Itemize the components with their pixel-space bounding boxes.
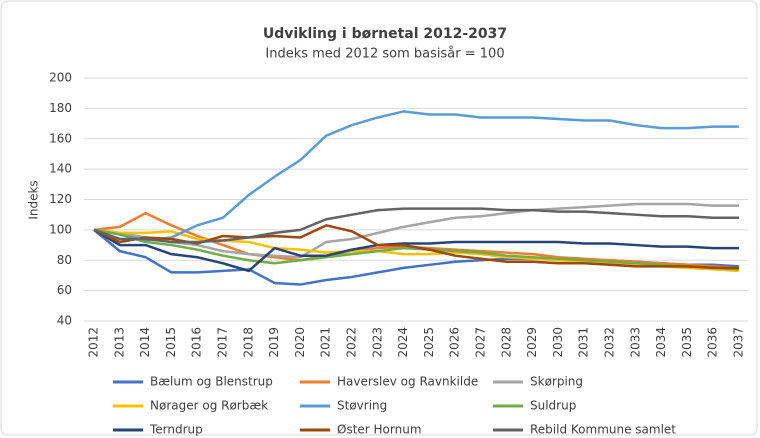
x-tick-label: 2021	[319, 327, 333, 358]
y-axis-label: Indeks	[27, 180, 41, 219]
legend-label: Haverslev og Ravnkilde	[337, 375, 478, 389]
x-tick-label: 2023	[370, 327, 384, 358]
series-line	[93, 110, 739, 242]
x-tick-label: 2014	[138, 327, 152, 358]
y-tick-label: 120	[49, 192, 72, 206]
x-tick-label: 2032	[603, 327, 617, 358]
x-tick-label: 2019	[267, 327, 281, 358]
series-line	[93, 228, 740, 271]
x-tick-label: 2033	[628, 327, 642, 358]
x-tick-label: 2024	[396, 327, 410, 358]
x-tick-label: 2022	[345, 327, 359, 358]
x-tick-label: 2028	[499, 327, 513, 358]
legend-label: Terndrup	[149, 423, 203, 437]
x-tick-label: 2037	[732, 327, 746, 358]
legend-label: Bælum og Blenstrup	[150, 375, 273, 389]
series-line	[93, 228, 740, 273]
legend-label: Støvring	[337, 399, 387, 413]
x-tick-label: 2026	[448, 327, 462, 358]
x-tick-label: 2025	[422, 327, 436, 358]
legend-label: Skørping	[530, 375, 583, 389]
x-tick-label: 2031	[577, 327, 591, 358]
y-tick-label: 160	[49, 131, 72, 145]
x-tick-label: 2034	[654, 327, 668, 358]
legend-label: Nørager og Rørbæk	[150, 399, 268, 413]
y-tick-label: 100	[49, 222, 72, 236]
chart-subtitle: Indeks med 2012 som basisår = 100	[265, 47, 504, 62]
y-tick-label: 140	[49, 162, 72, 176]
x-tick-label: 2015	[164, 327, 178, 358]
x-tick-label: 2027	[474, 327, 488, 358]
x-tick-label: 2020	[293, 327, 307, 358]
x-tick-label: 2012	[87, 327, 101, 358]
x-tick-label: 2013	[112, 327, 126, 358]
x-tick-label: 2036	[706, 327, 720, 358]
series-line	[93, 228, 739, 273]
series-line	[93, 202, 739, 259]
x-tick-label: 2016	[190, 327, 204, 358]
legend-label: Suldrup	[530, 399, 576, 413]
y-tick-label: 60	[57, 283, 72, 297]
y-tick-label: 40	[57, 314, 72, 328]
legend-label: Øster Hornum	[337, 423, 422, 437]
y-tick-label: 80	[57, 253, 72, 267]
x-tick-label: 2029	[525, 327, 539, 358]
x-tick-label: 2035	[680, 327, 694, 358]
series-line	[93, 207, 739, 244]
chart-title: Udvikling i børnetal 2012-2037	[263, 26, 507, 42]
x-tick-label: 2030	[551, 327, 565, 358]
x-tick-label: 2017	[216, 327, 230, 358]
legend-label: Rebild Kommune samlet	[530, 423, 676, 437]
y-tick-label: 180	[49, 101, 72, 115]
y-tick-label: 200	[49, 71, 72, 85]
x-tick-label: 2018	[241, 327, 255, 358]
